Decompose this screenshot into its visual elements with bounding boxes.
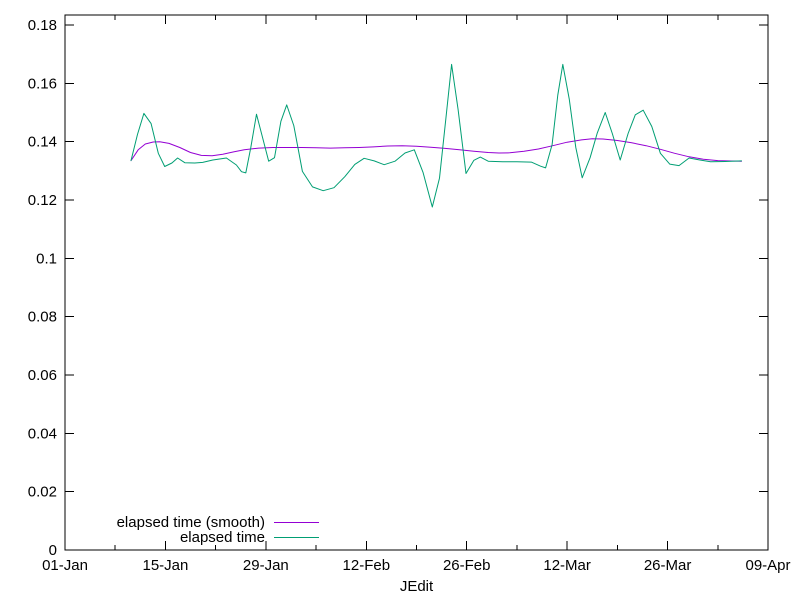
series-line-elapsed-time — [130, 63, 742, 208]
y-tick-label: 0.1 — [36, 250, 57, 267]
legend-line-sample — [274, 522, 319, 523]
y-tick-label: 0 — [49, 542, 57, 559]
y-tick-label: 0.08 — [28, 309, 57, 326]
legend-entry: elapsed time — [0, 530, 319, 545]
x-tick-label: 12-Mar — [543, 557, 591, 574]
y-tick-label: 0.04 — [28, 425, 57, 442]
x-tick-label: 29-Jan — [243, 557, 289, 574]
legend-label: elapsed time (smooth) — [116, 514, 265, 531]
y-tick-label: 0.16 — [28, 75, 57, 92]
x-tick-label: 12-Feb — [343, 557, 391, 574]
legend-line-sample — [274, 537, 319, 538]
chart-title: JEdit — [399, 578, 434, 595]
legend-entry: elapsed time (smooth) — [0, 515, 319, 530]
y-tick-label: 0.18 — [28, 17, 57, 34]
x-tick-label: 15-Jan — [142, 557, 188, 574]
legend: elapsed time (smooth) elapsed time — [0, 515, 319, 545]
x-tick-label: 01-Jan — [42, 557, 88, 574]
x-tick-label: 09-Apr — [745, 557, 790, 574]
legend-label: elapsed time — [179, 529, 265, 546]
y-tick-label: 0.12 — [28, 192, 57, 209]
x-tick-label: 26-Mar — [644, 557, 692, 574]
series-line-elapsed-time-smooth — [130, 138, 742, 162]
x-tick-label: 26-Feb — [443, 557, 491, 574]
y-tick-label: 0.14 — [28, 134, 57, 151]
plot-border — [64, 14, 769, 551]
y-tick-label: 0.06 — [28, 367, 57, 384]
y-tick-label: 0.02 — [28, 484, 57, 501]
